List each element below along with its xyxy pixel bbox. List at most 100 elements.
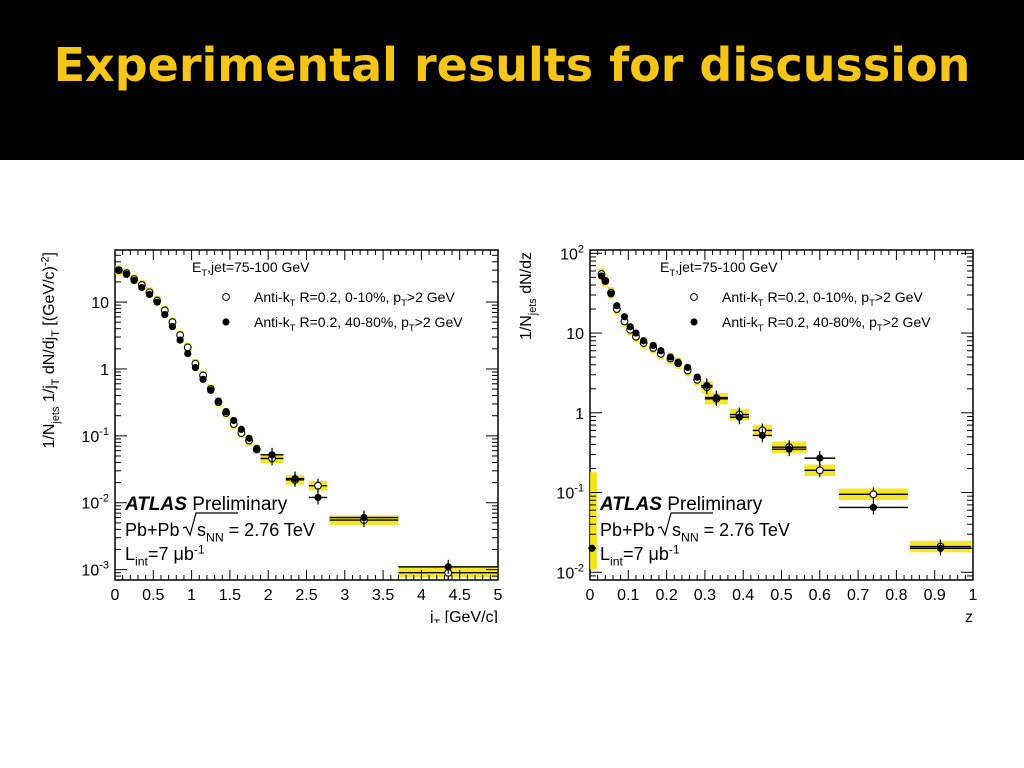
legend-closed-marker (690, 318, 698, 326)
title-band (0, 0, 1024, 160)
sqrt-symbol (182, 512, 238, 537)
closed-data-point (207, 386, 215, 394)
closed-data-point (184, 349, 192, 358)
legend-header: ET​,jet=75-100 GeV (192, 259, 310, 279)
x-tick-label: 0.5 (770, 587, 792, 604)
legend-open-marker (690, 293, 698, 301)
closed-data-point (214, 397, 223, 405)
closed-data-point (588, 544, 596, 552)
x-tick-label: 0 (111, 587, 120, 604)
closed-data-point (145, 290, 154, 299)
y-tick-label: 10-1 (556, 483, 584, 503)
closed-data-point (816, 454, 824, 462)
closed-data-point (168, 322, 177, 331)
x-tick-label: 0.6 (809, 587, 831, 604)
x-tick-label: 0.1 (617, 587, 639, 604)
integrated-luminosity: Lint​=7 μb-1​ (600, 543, 680, 569)
legend-header: ET​,jet=75-100 GeV (660, 259, 778, 279)
y-tick-label: 10-1 (81, 426, 109, 446)
x-tick-label: 3.5 (372, 587, 394, 604)
closed-data-point (613, 302, 621, 310)
collision-energy: sNN​ = 2.76 TeV (197, 520, 315, 544)
closed-data-point (245, 434, 253, 442)
y-tick-label: 102 (560, 243, 584, 263)
systematic-band (590, 472, 597, 569)
collision-system: Pb+Pb (600, 520, 655, 540)
closed-data-point (222, 408, 230, 416)
closed-data-point (253, 444, 261, 452)
legend-open-marker (222, 293, 230, 301)
closed-data-point (191, 363, 200, 372)
y-axis-label: 1/Njets​ 1/jT​ dN/djT​ [(GeV/c)-2​] (40, 252, 62, 448)
x-tick-label: 3 (340, 587, 349, 604)
closed-data-point (268, 451, 276, 459)
closed-data-point (360, 513, 368, 522)
x-tick-label: 1 (187, 587, 196, 604)
closed-data-point (869, 503, 878, 512)
closed-data-point (712, 394, 720, 402)
closed-data-point (936, 544, 945, 552)
x-tick-label: 4.5 (449, 587, 471, 604)
open-data-point (869, 490, 878, 499)
legend-closed-marker (222, 318, 230, 326)
x-tick-label: 0 (586, 587, 595, 604)
closed-data-point (703, 381, 711, 390)
x-tick-label: 4 (417, 587, 426, 604)
closed-data-point (161, 310, 169, 319)
closed-data-point (291, 474, 299, 483)
chart-z-distribution: 0 0.1 0.2 0.3 0.4 0.5 0.6 0.7 0.8 0.9 1 10-2 10-1 1 10… (518, 243, 978, 623)
x-axis-label: z (965, 609, 973, 623)
closed-data-point (620, 313, 629, 321)
closed-data-point (130, 276, 138, 285)
closed-data-point (693, 373, 701, 381)
collision-energy: sNN​ = 2.76 TeV (672, 520, 790, 544)
y-tick-label: 10 (566, 326, 584, 343)
closed-data-point (735, 413, 743, 421)
chart-jt-distribution: 0 0.5 1 1.5 2 2.5 3 3.5 4 4.5 5 10-3 10-2 10-1 1 10 jT​ … (40, 249, 503, 623)
x-tick-label: 0.9 (924, 587, 946, 604)
closed-data-point (597, 272, 606, 280)
closed-data-point (640, 337, 648, 345)
atlas-label: ATLAS Preliminary (124, 494, 288, 515)
closed-data-point (115, 266, 123, 274)
closed-data-point (237, 425, 245, 433)
x-tick-label: 0.4 (732, 587, 754, 604)
closed-data-point (785, 445, 793, 453)
closed-data-point (684, 363, 692, 372)
y-tick-label: 10-2 (81, 493, 109, 513)
y-tick-label: 10-3 (81, 560, 109, 580)
open-data-point (183, 343, 192, 352)
closed-data-point (199, 375, 207, 383)
atlas-label: ATLAS Preliminary (599, 494, 763, 515)
x-tick-label: 0.8 (885, 587, 907, 604)
x-tick-label: 0.2 (655, 587, 677, 604)
y-axis-label: 1/Njets​ dN/dz (518, 252, 539, 340)
closed-data-point (626, 323, 634, 331)
closed-data-point (122, 270, 131, 278)
open-data-point (314, 481, 322, 490)
y-tick-label: 1 (575, 406, 584, 423)
x-tick-label: 0.7 (847, 587, 869, 604)
collision-system: Pb+Pb (125, 520, 180, 540)
y-tick-label: 10 (91, 295, 109, 312)
closed-data-point (607, 290, 615, 298)
legend-closed-label: Anti-kT​ R=0.2, 40-80%, pT​>2 GeV (254, 314, 463, 334)
x-tick-label: 0.3 (694, 587, 716, 604)
sqrt-symbol (657, 512, 713, 537)
y-tick-label: 1 (100, 362, 109, 379)
closed-data-point (666, 353, 675, 361)
integrated-luminosity: Lint​=7 μb-1​ (125, 543, 205, 569)
closed-data-point (176, 336, 184, 344)
x-tick-label: 0.5 (142, 587, 164, 604)
x-tick-label: 1 (969, 587, 978, 604)
closed-data-point (632, 329, 640, 337)
closed-data-point (657, 347, 665, 355)
closed-data-point (138, 283, 146, 292)
legend-open-label: Anti-kT​ R=0.2, 0-10%, pT​>2 GeV (722, 289, 923, 309)
x-tick-label: 2.5 (295, 587, 317, 604)
legend-closed-label: Anti-kT​ R=0.2, 40-80%, pT​>2 GeV (722, 314, 931, 334)
x-tick-label: 5 (494, 587, 503, 604)
legend-open-label: Anti-kT​ R=0.2, 0-10%, pT​>2 GeV (254, 289, 455, 309)
closed-data-point (314, 493, 322, 502)
closed-data-point (758, 431, 766, 440)
